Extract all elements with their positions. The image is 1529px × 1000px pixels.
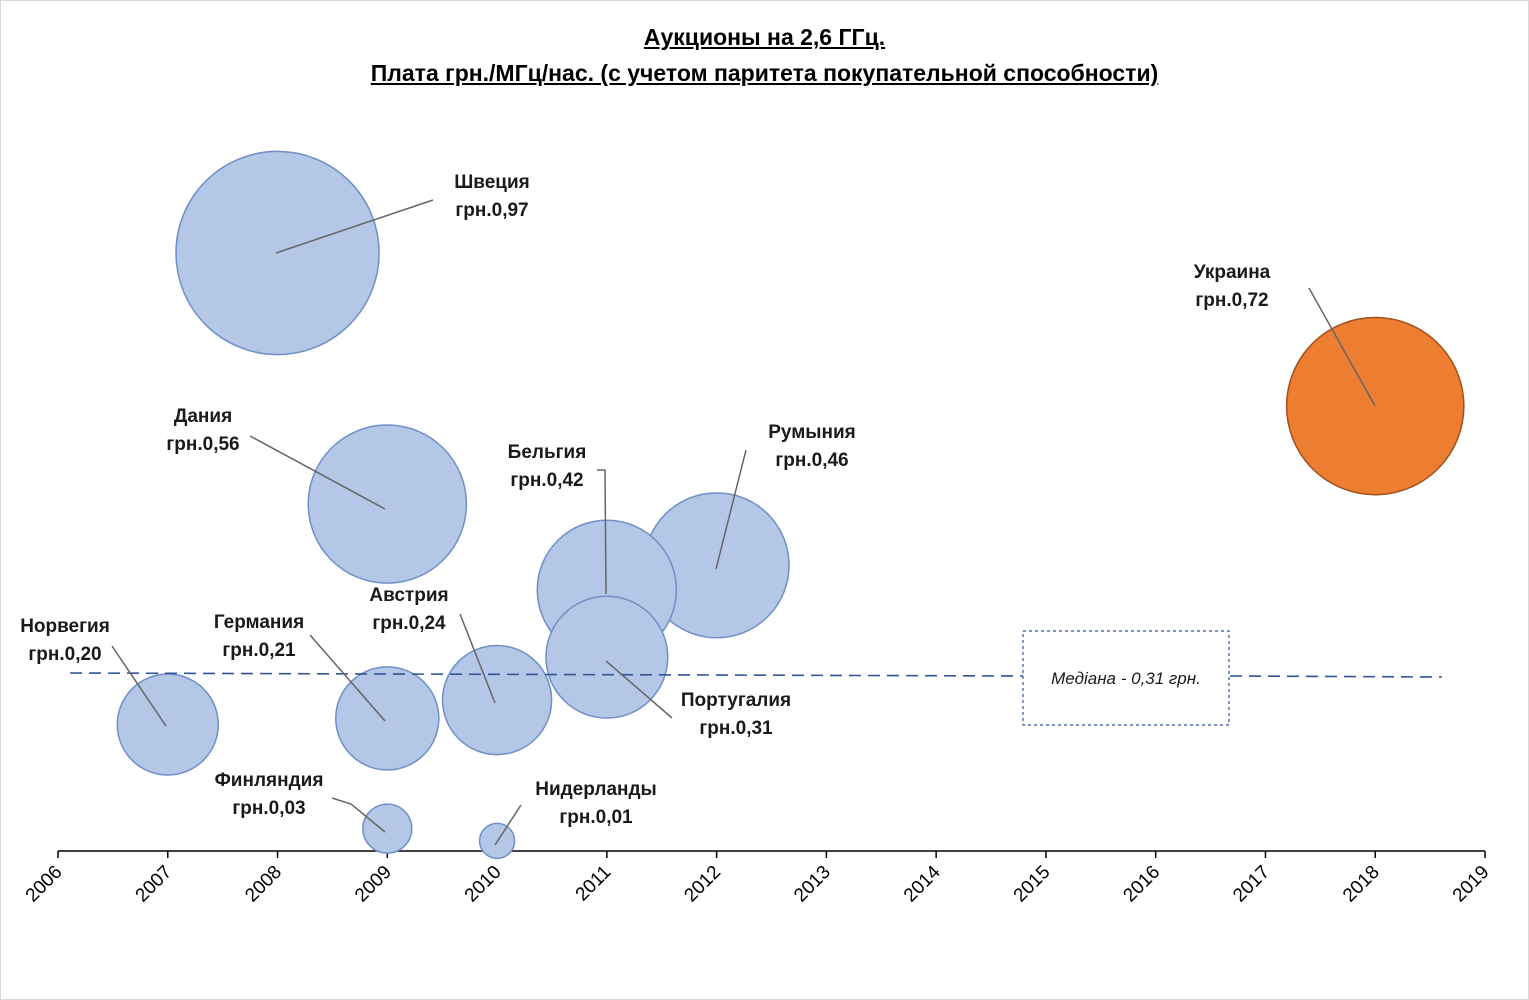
x-tick-label: 2018 [1339,862,1384,907]
leader-line-5 [459,613,496,704]
bubble-5 [441,644,553,756]
leader-line-7 [597,469,607,595]
label-value-3: грн.0,21 [222,640,296,661]
label-country-0: Норвегия [20,616,110,637]
x-tick-label: 2008 [241,862,286,907]
chart-subtitle: Плата грн./МГц/нас. (с учетом паритета п… [370,60,1159,86]
x-tick-label: 2019 [1449,862,1494,907]
bubble-3 [335,666,440,771]
median-label: Медіана - 0,31 грн. [1051,669,1201,688]
x-tick-label: 2007 [132,862,177,907]
label-country-6: Нидерланды [535,779,657,800]
x-tick-label: 2014 [900,861,945,906]
x-tick-label: 2013 [790,862,835,907]
label-value-7: грн.0,42 [510,470,583,491]
label-country-7: Бельгия [508,442,587,463]
leader-line-4 [331,797,386,833]
label-country-9: Румыния [768,422,856,443]
leader-line-1 [275,199,434,254]
bubble-8 [545,595,669,719]
x-tick-label: 2006 [22,862,67,907]
label-value-9: грн.0,46 [775,450,848,471]
label-country-1: Швеция [454,172,530,193]
median-box [1022,630,1230,726]
x-tick-label: 2011 [572,862,616,906]
label-value-6: грн.0,01 [559,807,633,828]
label-country-4: Финляндия [215,770,324,791]
leader-line-10 [1308,287,1376,407]
label-country-3: Германия [214,612,304,633]
leader-line-0 [111,645,167,727]
label-value-5: грн.0,24 [372,613,446,634]
label-value-1: грн.0,97 [455,200,528,221]
x-tick-label: 2010 [461,862,506,907]
bubble-0 [116,673,220,776]
x-tick-label: 2017 [1229,862,1274,907]
leader-line-2 [249,435,386,510]
median-line-right [1229,675,1443,678]
label-country-5: Австрия [369,585,448,606]
x-tick-label: 2012 [680,862,725,907]
label-country-8: Португалия [681,690,791,711]
bubble-2 [307,424,468,584]
label-value-4: грн.0,03 [232,798,305,819]
median-line [69,672,1024,677]
leader-line-3 [309,634,386,722]
leader-line-9 [715,449,747,570]
x-tick-label: 2015 [1010,862,1055,907]
x-tick-label: 2009 [351,862,396,907]
bubble-4 [362,803,413,854]
label-value-10: грн.0,72 [1195,290,1268,311]
leader-line-8 [605,660,673,719]
label-value-8: грн.0,31 [699,718,773,739]
label-country-10: Украина [1194,262,1271,283]
label-country-2: Дания [174,406,232,427]
label-value-2: грн.0,56 [166,434,239,455]
bubble-10 [1285,316,1465,496]
x-tick-label: 2016 [1119,862,1164,907]
leader-line-6 [494,804,522,846]
chart-title: Аукционы на 2,6 ГГц. [643,24,886,50]
label-value-0: грн.0,20 [28,644,101,665]
